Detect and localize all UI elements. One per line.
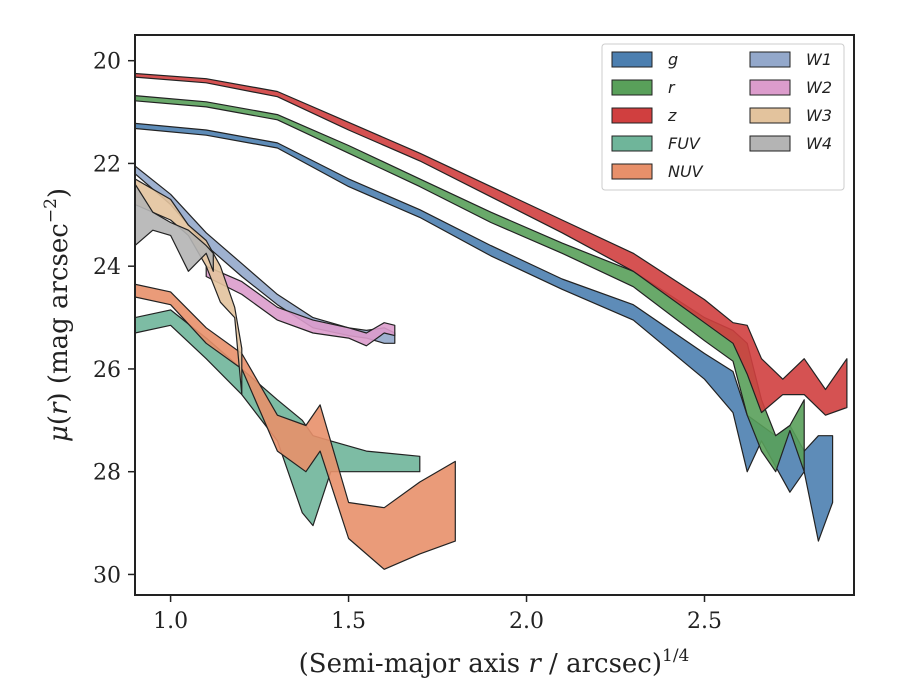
y-tick-label: 26 <box>93 358 121 383</box>
legend-swatch-nuv <box>611 163 653 180</box>
legend-label-g: g <box>668 50 678 69</box>
legend-label-r: r <box>668 78 676 97</box>
x-tick-label: 2.0 <box>509 609 544 634</box>
series-band-nuv <box>135 283 456 570</box>
legend-label-w1: W1 <box>806 50 832 69</box>
y-tick-label: 24 <box>93 255 121 280</box>
legend: grz FUV NUV W1 W2 W3 W4 <box>601 43 845 191</box>
series-layer <box>135 72 848 570</box>
legend-label-z: z <box>667 106 677 125</box>
legend-swatch-z <box>611 107 653 124</box>
legend-label-w4: W4 <box>806 134 832 153</box>
legend-swatch-fuv <box>611 135 653 152</box>
legend-swatch-w4 <box>749 135 791 152</box>
x-tick-label: 2.5 <box>687 609 722 634</box>
legend-swatch-r <box>611 79 653 96</box>
series-band-w4 <box>135 183 214 272</box>
y-tick-label: 20 <box>93 50 121 75</box>
series-band-g <box>135 122 834 542</box>
series-band-w1 <box>135 165 396 344</box>
y-tick-label: 22 <box>93 152 121 177</box>
series-band-z <box>135 72 848 416</box>
series-band-w2 <box>205 265 396 347</box>
legend-swatch-w3 <box>749 107 791 124</box>
legend-swatch-w2 <box>749 79 791 96</box>
ticks-layer: 1.0 1.5 2.0 2.5 20 22 24 26 28 30 <box>93 50 722 634</box>
x-axis-label: (Semi-major axis r / arcsec)1/4 <box>299 646 690 679</box>
legend-label-fuv: FUV <box>668 134 701 153</box>
legend-label-nuv: NUV <box>668 162 704 181</box>
x-tick-label: 1.5 <box>331 609 366 634</box>
x-tick-label: 1.0 <box>153 609 188 634</box>
series-band-r <box>135 95 805 473</box>
legend-swatch-w1 <box>749 51 791 68</box>
y-axis-label: μ(r) (mag arcsec−2) <box>41 188 74 442</box>
y-tick-label: 28 <box>93 461 121 486</box>
legend-label-w3: W3 <box>806 106 832 125</box>
legend-swatch-g <box>611 51 653 68</box>
y-tick-label: 30 <box>93 563 121 588</box>
plot-frame <box>134 34 855 596</box>
legend-label-w2: W2 <box>806 78 832 97</box>
